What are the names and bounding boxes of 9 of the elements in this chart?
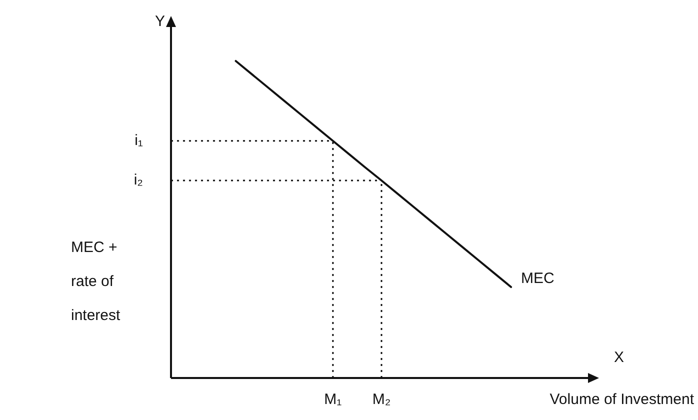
x-axis-title: Volume of Investment bbox=[550, 391, 695, 408]
y-axis-title: MEC + rate of interest bbox=[71, 239, 122, 324]
x-tick-label: M₂ bbox=[372, 391, 391, 408]
x-tick-label: M₁ bbox=[324, 391, 342, 408]
ref-line-label: i₂ bbox=[134, 172, 144, 189]
text: X bbox=[614, 349, 624, 366]
series-label: MEC bbox=[521, 270, 555, 288]
text: Y bbox=[154, 13, 165, 30]
ref-line-label: i₁ bbox=[134, 132, 143, 150]
